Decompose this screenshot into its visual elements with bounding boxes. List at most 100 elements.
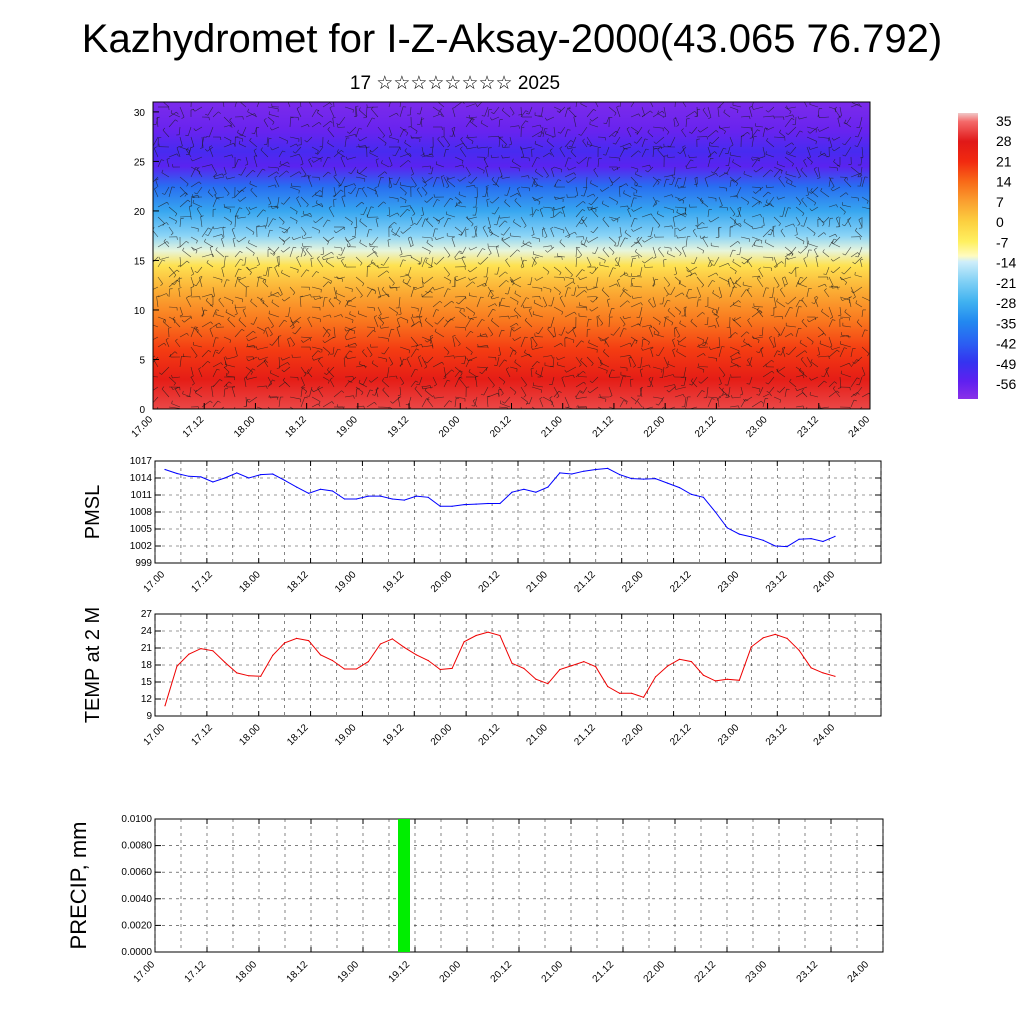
wind-barb-flag <box>733 286 737 288</box>
wind-barb <box>696 390 703 398</box>
wind-barb-flag <box>633 241 637 244</box>
wind-barb <box>729 206 736 215</box>
wind-barb <box>267 196 272 204</box>
pmsl-data-point <box>331 490 334 492</box>
wind-barb <box>388 206 391 216</box>
wind-barb-flag <box>331 251 334 255</box>
wind-barb-flag <box>788 272 792 274</box>
wind-barb-flag <box>667 308 670 311</box>
wind-barb-flag <box>786 256 789 260</box>
wind-barb-flag <box>807 319 810 323</box>
wind-barb <box>564 172 575 178</box>
wind-barb <box>786 325 797 328</box>
wind-barb <box>476 248 483 258</box>
wind-barb <box>550 228 555 238</box>
wind-barb-flag <box>809 365 813 368</box>
wind-barb <box>746 289 753 298</box>
temp-data-point <box>439 668 441 671</box>
wind-barb <box>619 396 628 402</box>
wind-barb <box>498 297 503 308</box>
wind-barb <box>564 129 568 138</box>
wind-barb-flag <box>514 352 517 356</box>
wind-barb <box>465 331 471 338</box>
wind-barb-flag <box>448 217 451 220</box>
wind-barb <box>817 108 820 118</box>
wind-barb <box>520 376 527 385</box>
wind-barb <box>564 107 568 118</box>
wind-barb <box>509 125 519 128</box>
wind-barb <box>828 238 835 248</box>
wind-barb <box>542 152 550 158</box>
wind-barb-flag <box>624 237 628 240</box>
wind-barb <box>595 102 599 108</box>
pmsl-data-point <box>595 468 597 471</box>
wind-barb-flag <box>172 164 174 168</box>
wind-barb <box>788 346 797 356</box>
wind-barb-flag <box>310 257 314 259</box>
colorbar-label: 7 <box>996 194 1004 210</box>
wind-barb-flag <box>610 180 614 184</box>
wind-barb <box>575 290 585 298</box>
wind-barb-flag <box>829 316 833 319</box>
wind-barb-flag <box>191 383 195 386</box>
wind-barb <box>854 356 863 364</box>
wind-barb <box>806 156 813 163</box>
wind-barb <box>311 226 320 231</box>
wind-barb <box>421 153 433 158</box>
wind-barb-flag <box>414 368 419 371</box>
wind-barb-flag <box>230 124 233 128</box>
wind-barb-flag <box>747 258 751 261</box>
wind-barb <box>469 316 478 320</box>
wind-barb <box>454 201 460 208</box>
wind-barb <box>272 246 280 255</box>
wind-barb <box>289 117 291 128</box>
wind-barb <box>693 256 698 264</box>
wind-barb <box>530 276 533 285</box>
wind-barb <box>455 256 467 260</box>
wind-barb <box>820 190 830 198</box>
wind-barb <box>615 136 621 145</box>
wind-barb-flag <box>562 206 566 208</box>
wind-barb <box>201 306 205 315</box>
wind-barb-flag <box>715 173 718 177</box>
wind-barb <box>300 213 311 218</box>
wind-barb <box>343 357 346 368</box>
wind-barb <box>861 146 864 158</box>
wind-barb <box>195 276 203 286</box>
wind-barb <box>553 126 556 137</box>
wind-barb-flag <box>778 223 781 227</box>
wind-barb <box>476 283 486 288</box>
wind-barb <box>153 176 159 183</box>
wind-barb-flag <box>777 334 782 336</box>
wind-barb <box>718 346 722 358</box>
wind-barb-flag <box>265 279 267 283</box>
wind-barb-flag <box>318 230 320 234</box>
wind-barb <box>740 256 749 261</box>
wind-barb <box>278 319 285 328</box>
wind-barb <box>595 276 599 288</box>
wind-barb-flag <box>637 255 640 259</box>
wind-barb <box>266 136 269 145</box>
wind-barb-flag <box>642 260 645 264</box>
wind-barb <box>782 278 786 288</box>
wind-barb <box>410 336 419 346</box>
wind-barb-flag <box>429 385 432 389</box>
wind-barb <box>328 207 335 218</box>
wind-barb-flag <box>772 225 776 227</box>
wind-barb <box>238 319 247 328</box>
wind-barb <box>399 106 404 118</box>
wind-barb-flag <box>494 303 497 307</box>
wind-barb <box>561 207 566 218</box>
wind-barb <box>207 191 214 198</box>
wind-barb <box>422 386 434 390</box>
wind-barb-flag <box>556 357 559 361</box>
wind-barb <box>707 260 711 268</box>
wind-barb <box>196 168 203 178</box>
wind-barb-flag <box>221 234 224 238</box>
cross-section-y-tick-label: 15 <box>134 256 146 267</box>
wind-barb-flag <box>491 112 495 114</box>
wind-barb <box>232 238 236 248</box>
wind-barb <box>679 336 687 343</box>
wind-barb-flag <box>311 357 314 361</box>
wind-barb-flag <box>197 195 200 199</box>
